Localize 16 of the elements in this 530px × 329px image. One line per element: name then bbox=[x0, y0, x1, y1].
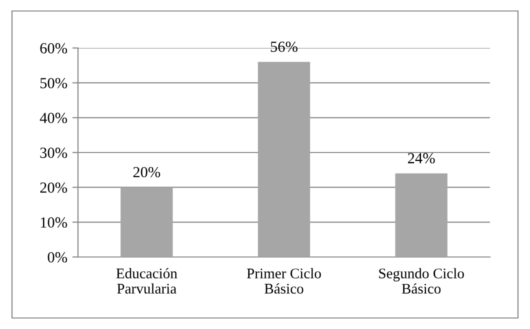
bar bbox=[258, 62, 310, 257]
y-tick-label: 30% bbox=[40, 148, 68, 158]
y-tick-label: 60% bbox=[40, 43, 68, 54]
bar bbox=[120, 187, 173, 257]
y-tick-label: 40% bbox=[40, 112, 68, 124]
bar bbox=[395, 173, 448, 257]
y-tick-label: 0% bbox=[48, 252, 68, 262]
data-label: 24% bbox=[408, 153, 435, 164]
y-tick-label: 50% bbox=[40, 78, 68, 88]
data-label: 20% bbox=[133, 166, 160, 178]
x-tick-label: Primer Ciclo Básico bbox=[246, 268, 321, 294]
data-label: 56% bbox=[270, 42, 298, 52]
x-tick-label: Segundo Ciclo Básico bbox=[379, 268, 464, 294]
y-tick-label: 10% bbox=[40, 217, 68, 228]
x-tick-label: Educación Parvularia bbox=[116, 268, 178, 294]
y-tick-label: 20% bbox=[40, 182, 68, 193]
